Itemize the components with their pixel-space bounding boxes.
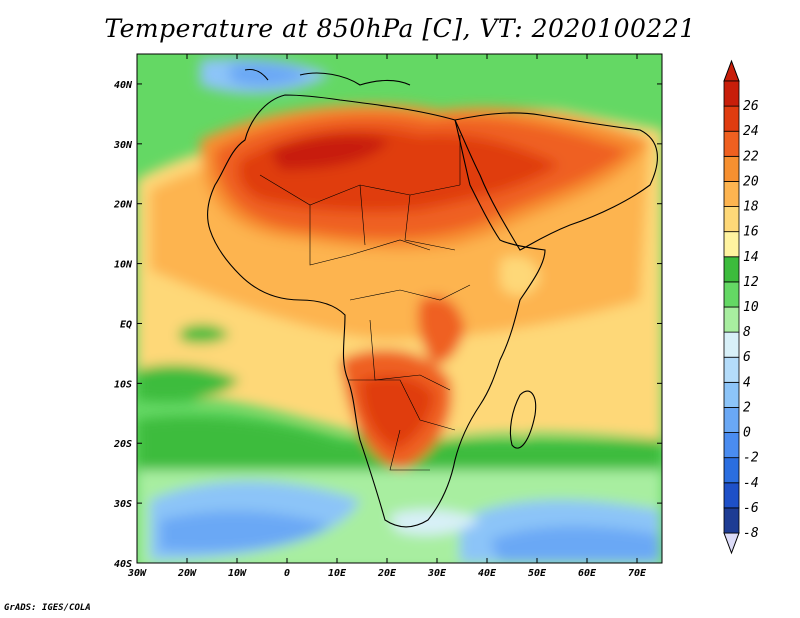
colorbar-swatch	[723, 130, 740, 157]
y-tick-label: 30N	[113, 140, 133, 151]
colorbar-label: -6	[743, 501, 759, 516]
colorbar-swatch	[723, 80, 740, 107]
colorbar-high-arrow	[723, 59, 740, 82]
colorbar-swatch	[723, 206, 740, 233]
colorbar-label: 16	[743, 225, 759, 240]
x-tick-label: 20E	[377, 568, 397, 579]
y-tick-label: EQ	[120, 319, 132, 330]
colorbar-swatch	[723, 306, 740, 333]
colorbar-label: -2	[743, 451, 759, 466]
colorbar-swatch	[723, 331, 740, 358]
map-title: Temperature at 850hPa [C], VT: 202010022…	[104, 14, 696, 43]
colorbar-label: 22	[743, 149, 759, 164]
y-tick-label: 10S	[114, 379, 132, 390]
colorbar-label: 18	[743, 200, 759, 215]
y-tick-label: 20N	[113, 200, 133, 211]
y-tick-label: 10N	[114, 260, 133, 271]
y-tick-label: 20S	[113, 439, 132, 450]
coastlines	[206, 68, 658, 528]
colorbar-swatch	[723, 256, 740, 283]
credit-label: GrADS: IGES/COLA	[4, 603, 91, 613]
colorbar-swatch	[723, 356, 740, 383]
y-tick-label: 30S	[113, 499, 132, 510]
colorbar-swatch	[723, 407, 740, 433]
colorbar-swatch	[723, 231, 740, 258]
colorbar-label: 2	[743, 400, 751, 415]
colorbar-label: 4	[743, 375, 751, 390]
colorbar-label: -8	[743, 526, 759, 541]
colorbar-label: 14	[743, 250, 759, 265]
colorbar-swatch	[723, 155, 740, 182]
colorbar-swatch	[723, 507, 740, 534]
x-tick-label: 30W	[127, 568, 147, 579]
x-tick-label: 10W	[228, 568, 247, 579]
colorbar-label: 8	[743, 325, 751, 340]
colorbar-label: 26	[743, 99, 759, 114]
map-axes: 30W 20W 10W 0 10E 20E 30E 40E 50E 60E 70E 40N 30N 20N…	[113, 54, 662, 579]
x-tick-label: 30E	[427, 568, 447, 579]
colorbar-low-arrow	[723, 532, 740, 555]
colorbar-label: 24	[743, 124, 759, 139]
colorbar-label: 10	[743, 300, 759, 315]
colorbar-swatch	[723, 281, 740, 308]
colorbar-label: 6	[743, 350, 751, 365]
temperature-field	[137, 54, 662, 563]
x-tick-label: 70E	[628, 568, 647, 579]
colorbar-swatch	[723, 432, 740, 459]
y-tick-label: 40N	[114, 80, 133, 91]
colorbar-label: 20	[743, 174, 759, 189]
colorbar-swatch	[723, 181, 740, 207]
colorbar-swatch	[723, 381, 740, 408]
x-tick-label: 40E	[478, 568, 497, 579]
x-tick-label: 50E	[528, 568, 547, 579]
map-frame	[136, 53, 663, 564]
x-tick-label: 20W	[177, 568, 197, 579]
x-tick-label: 0	[284, 568, 290, 579]
y-tick-label: 40S	[114, 559, 132, 570]
colorbar-swatch	[723, 457, 740, 484]
colorbar-swatch	[723, 105, 740, 132]
colorbar-label: 0	[743, 426, 751, 441]
colorbar-label: 12	[743, 275, 759, 290]
colorbar-label: -4	[743, 476, 759, 491]
colorbar-swatch	[723, 482, 740, 509]
country-borders	[259, 135, 471, 471]
x-tick-label: 60E	[578, 568, 597, 579]
x-tick-label: 10E	[328, 568, 347, 579]
